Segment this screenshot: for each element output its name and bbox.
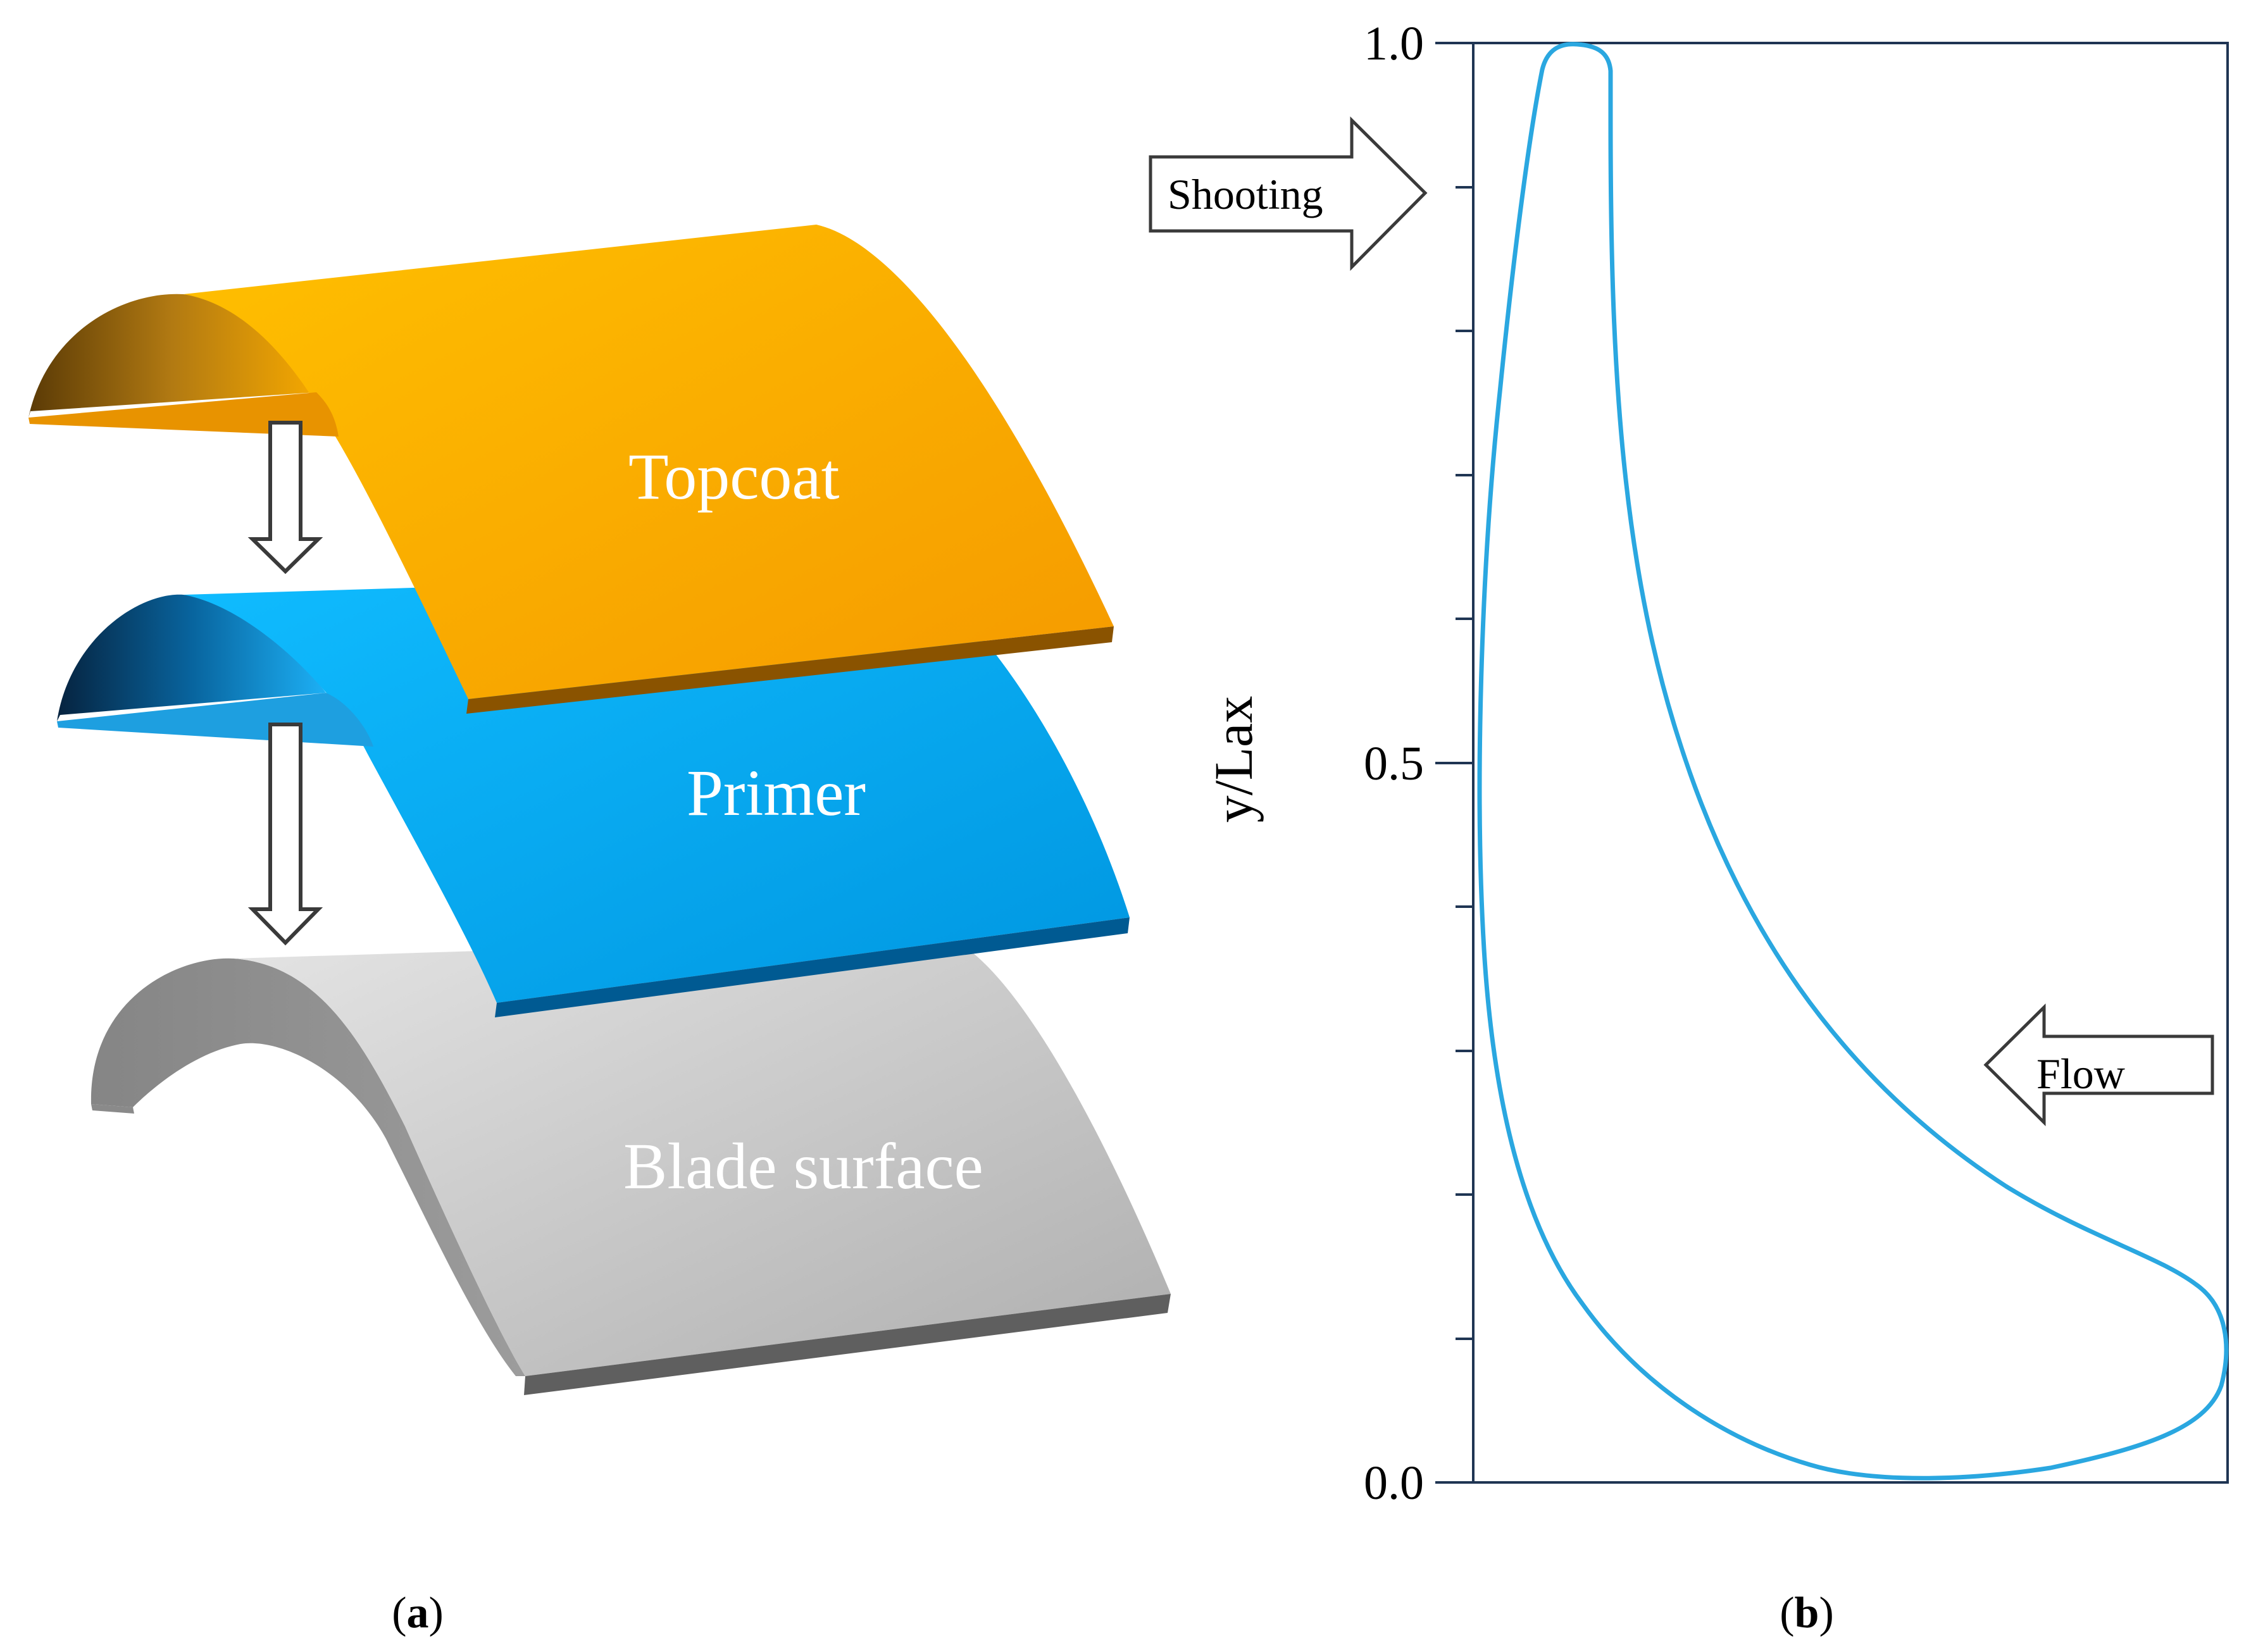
panel-a-caption-letter: a (407, 1589, 429, 1637)
flow-arrow-shape (1983, 1003, 2214, 1126)
y-axis-ticks (1435, 42, 1473, 1484)
topcoat-layer (28, 225, 1114, 714)
tick-label-05: 0.5 (1364, 737, 1424, 790)
topcoat-front-face (28, 294, 316, 418)
blade-edge-left (91, 1104, 134, 1114)
down-arrow-primer-to-blade (247, 723, 323, 946)
topcoat-lower-lip (28, 392, 339, 437)
blade-front-face (90, 958, 525, 1376)
panel-a-caption: (a) (392, 1589, 444, 1637)
primer-edge (495, 917, 1130, 1017)
topcoat-label: Topcoat (628, 440, 840, 513)
plot-frame (1472, 42, 2229, 1484)
shooting-label: Shooting (1168, 170, 1323, 218)
down-arrow-topcoat-to-primer (247, 421, 323, 574)
topcoat-top-face (184, 225, 1114, 699)
shooting-arrow: Shooting (1149, 116, 1428, 271)
blade-surface-label: Blade surface (623, 1130, 983, 1203)
flow-arrow: Flow (1983, 1003, 2214, 1126)
shooting-arrow-shape (1149, 116, 1428, 271)
primer-top-face (184, 573, 1130, 1003)
blade-profile-curve (1477, 42, 2229, 1481)
flow-label: Flow (2036, 1050, 2125, 1098)
panel-b: 1.0 0.5 0.0 y/Lax Shooting Flow (b) (1149, 17, 2229, 1637)
panel-a: Topcoat Primer Blade surface (a) (28, 225, 1171, 1637)
blade-top-face (234, 936, 1171, 1376)
panel-b-caption: (b) (1780, 1589, 1834, 1637)
primer-label: Primer (687, 757, 866, 829)
topcoat-edge (466, 626, 1114, 714)
y-axis-title: y/Lax (1203, 696, 1264, 823)
primer-layer (57, 573, 1130, 1017)
tick-label-1: 1.0 (1364, 17, 1424, 70)
blade-edge (524, 1294, 1171, 1395)
tick-label-0: 0.0 (1364, 1456, 1424, 1510)
panel-b-caption-letter: b (1795, 1589, 1819, 1637)
blade-surface-layer (90, 936, 1171, 1395)
